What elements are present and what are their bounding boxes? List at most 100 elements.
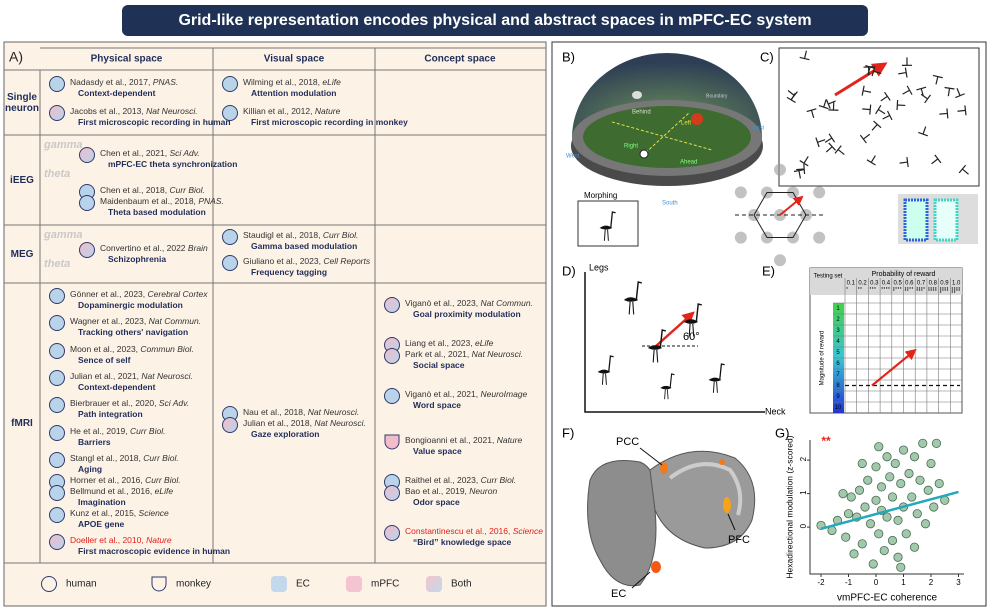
stimulus-glyph (880, 91, 891, 102)
human-icon (41, 576, 57, 592)
journal: eLife (154, 486, 174, 496)
point (868, 559, 878, 569)
prob-dot (893, 289, 895, 291)
legend-item: human (41, 576, 97, 592)
human-icon (222, 416, 238, 433)
citation-text: Julian et al., 2018, (243, 417, 312, 428)
citation-text: Horner et al., 2016, (70, 475, 143, 485)
panel-label: B) (562, 49, 575, 64)
prob-dot (888, 287, 890, 289)
icon (49, 315, 65, 332)
citation-text: Raithel et al., 2023, (405, 475, 479, 485)
icon (222, 75, 238, 92)
citation-text: Chen et al., 2018, (100, 184, 168, 195)
panel-label: D) (562, 263, 576, 278)
citation-text: Wilming et al., 2018, (243, 76, 321, 87)
legend-label: EC (296, 579, 310, 590)
citation-text: Convertino et al., 2022 (100, 243, 186, 253)
b-label: Ahead (680, 160, 697, 166)
human-icon (222, 75, 238, 92)
stimulus-glyph (863, 66, 874, 75)
point (887, 535, 898, 546)
significance: ** (821, 434, 831, 448)
finding: Odor space (413, 497, 460, 507)
point (890, 458, 900, 469)
prob-dot (872, 287, 874, 289)
probability-label: 0.2 (858, 281, 867, 287)
axis-line (611, 121, 713, 151)
citation-text: Viganò et al., 2021, (405, 389, 479, 400)
point (879, 545, 889, 556)
point (865, 519, 876, 529)
point (871, 462, 881, 472)
coronal-slice (587, 460, 657, 587)
citation: Julian et al., 2018, Nat Neurosci. (221, 418, 366, 429)
point (841, 532, 851, 542)
journal: Sci Adv. (158, 398, 190, 409)
legend-label: mPFC (371, 579, 399, 590)
icon (49, 287, 65, 304)
point (857, 539, 867, 549)
column-header: Physical space (91, 54, 163, 65)
citation: Giuliano et al., 2023, Cell Reports (221, 256, 370, 267)
prob-dot (956, 289, 958, 291)
point (923, 485, 933, 495)
journal: Nat Neurosci. (471, 349, 524, 359)
point (874, 442, 884, 452)
prob-dot (930, 287, 932, 289)
journal: Nat Neurosci. (146, 106, 198, 117)
journal: Curr Biol. (130, 425, 166, 436)
stimulus-glyph (825, 99, 836, 109)
magnitude-label: 5 (836, 350, 840, 356)
citation-text: Julian et al., 2021, (70, 370, 139, 381)
monkey-icon (151, 576, 167, 592)
object (632, 91, 642, 99)
stimulus-glyph (825, 142, 836, 153)
prob-dot (881, 287, 883, 289)
prob-dot (946, 287, 949, 289)
y-tick-label: 0 (799, 523, 808, 528)
journal: Nat Neurosci. (314, 417, 366, 428)
finding: Value space (413, 445, 462, 456)
bird-neck (610, 211, 616, 228)
b-label: Boundary (706, 93, 728, 99)
point (926, 458, 936, 469)
panel-label: G) (775, 425, 789, 440)
prob-dot (953, 289, 956, 291)
angle-label: 60° (683, 331, 700, 343)
prob-dot (918, 289, 921, 291)
citation: Julian et al., 2021, Nat Neurosci. (48, 371, 193, 382)
prob-dot (958, 287, 960, 289)
prob-dot (916, 287, 918, 289)
entry: Horner et al., 2016, Curr Biol. Bellmund … (48, 474, 181, 508)
icon (79, 242, 95, 258)
human-icon (384, 348, 400, 364)
d-axes (584, 272, 765, 413)
journal: Science (512, 526, 543, 537)
bird (599, 211, 616, 241)
prob-dot (918, 287, 921, 289)
legend-item: monkey (151, 576, 211, 592)
bird-neck (635, 281, 642, 300)
finding: APOE gene (78, 518, 125, 529)
stimulus-glyph (920, 93, 931, 104)
journal: eLife (474, 338, 494, 348)
row-title: Magnitude of reward (820, 331, 826, 386)
citation: Viganò et al., 2023, Nat Commun. (383, 298, 533, 309)
entry: Julian et al., 2021, Nat Neurosci. Contex… (48, 369, 193, 393)
y-tick-label: 2 (799, 456, 808, 461)
stimulus-glyph (828, 102, 839, 111)
row-label: MEG (10, 248, 34, 260)
x-tick-label: 2 (929, 578, 934, 587)
stimulus-glyph (918, 126, 928, 137)
probability-label: 1.0 (952, 281, 961, 287)
citation: Gönner et al., 2023, Cerebral Cortex (48, 289, 208, 300)
bird (597, 355, 614, 385)
stimulus-glyph (806, 108, 817, 119)
journal: Nature (496, 434, 523, 445)
prob-dot (932, 289, 935, 291)
prob-dot (942, 289, 944, 291)
header-bg (810, 268, 962, 295)
prob-dot (858, 287, 860, 289)
bird-body (623, 297, 639, 302)
